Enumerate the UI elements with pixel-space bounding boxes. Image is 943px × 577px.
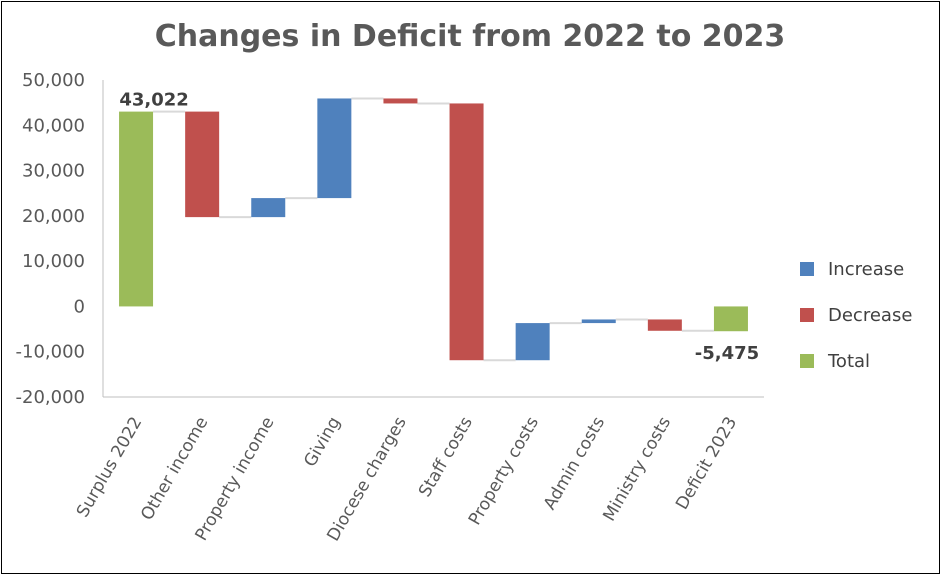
legend: Increase Decrease Total <box>800 259 912 372</box>
y-tick-label: 30,000 <box>22 161 85 182</box>
data-label: 43,022 <box>119 90 188 111</box>
x-category-label: Ministry costs <box>599 413 675 524</box>
legend-swatch-increase <box>800 262 814 276</box>
y-tick-label: 0 <box>74 296 85 317</box>
y-tick-label: 10,000 <box>22 251 85 272</box>
x-category-label: Admin costs <box>540 413 609 513</box>
bar-7 <box>515 323 550 361</box>
x-category-label: Surplus 2022 <box>73 414 147 521</box>
x-category-label: Staff costs <box>415 413 477 500</box>
legend-label-total: Total <box>827 351 870 372</box>
legend-swatch-decrease <box>800 308 814 322</box>
bar-6 <box>449 103 484 361</box>
y-tick-label: 50,000 <box>22 70 85 91</box>
bar-8 <box>581 319 616 324</box>
bar-2 <box>185 111 220 218</box>
y-tick-label: 20,000 <box>22 206 85 227</box>
x-category-label: Property costs <box>465 413 543 528</box>
y-axis-ticks: 50,000 40,000 30,000 20,000 10,000 0 -10,000 -2… <box>16 70 85 408</box>
data-labels: 43,022 -5,475 <box>119 90 759 365</box>
data-label: -5,475 <box>695 343 759 364</box>
bar-1 <box>119 111 154 307</box>
y-tick-label: 40,000 <box>22 115 85 136</box>
bar-10 <box>713 306 748 332</box>
x-category-label: Giving <box>300 414 344 471</box>
y-tick-label: -10,000 <box>16 342 85 363</box>
legend-label-decrease: Decrease <box>828 305 912 326</box>
bar-9 <box>647 319 682 331</box>
legend-label-increase: Increase <box>828 259 904 280</box>
chart-title: Changes in Deficit from 2022 to 2023 <box>155 19 786 54</box>
bar-3 <box>251 198 286 218</box>
x-category-label: Other income <box>137 414 212 524</box>
connector-lines <box>153 97 714 362</box>
y-tick-label: -20,000 <box>16 387 85 408</box>
bar-4 <box>317 98 352 199</box>
x-category-label: Deficit 2023 <box>672 414 741 514</box>
bar-5 <box>383 98 418 104</box>
legend-swatch-total <box>800 354 814 368</box>
bars <box>119 98 748 361</box>
